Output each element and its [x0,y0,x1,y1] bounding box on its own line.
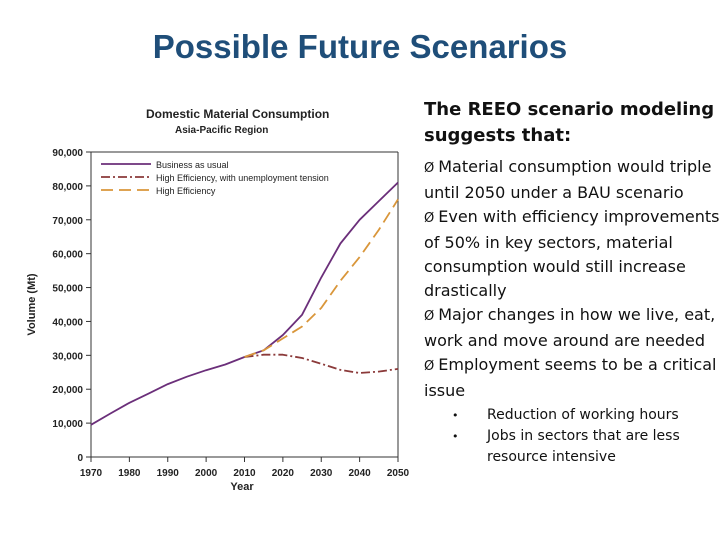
x-tick-label: 1980 [118,468,141,479]
y-tick-label: 30,000 [52,351,83,362]
y-axis-label: Volume (Mt) [26,273,38,335]
bullet-icon: • [452,430,459,443]
x-tick-label: 2000 [195,468,218,479]
intro-text: The REEO scenario modeling suggests that… [424,99,715,146]
arrow-bullet-icon: Ø [424,161,435,176]
key-point-text: Employment seems to be a critical issue [424,355,717,400]
x-tick-label: 1990 [157,468,180,479]
key-point: Ø Material consumption would triple until… [424,155,720,205]
sub-point: • Reduction of working hours [424,405,720,426]
series-line-1 [90,181,399,426]
material-consumption-chart: Domestic Material Consumption Asia-Pacifi… [26,107,410,493]
x-axis-label: Year [230,481,254,493]
key-point: Ø Even with efficiency improvements of 50… [424,205,720,303]
arrow-bullet-icon: Ø [424,359,435,374]
text-panel: The REEO scenario modeling suggests that… [424,97,720,468]
sub-points-list: • Reduction of working hours • Jobs in sect… [424,405,720,468]
bullet-icon: • [452,409,459,422]
arrow-bullet-icon: Ø [424,309,435,324]
y-tick-label: 50,000 [52,284,83,295]
x-tick-label: 2010 [233,468,256,479]
key-point: Ø Employment seems to be a critical issue [424,353,720,403]
legend-label: High Efficiency, with unemployment tensi… [156,173,329,183]
series-line-3 [244,198,399,358]
x-tick-label: 2040 [349,468,372,479]
chart-subtitle: Asia-Pacific Region [175,125,268,136]
x-tick-label: 1970 [80,468,103,479]
chart-title: Domestic Material Consumption [146,107,329,121]
y-tick-label: 90,000 [52,148,83,159]
key-points-list: Ø Material consumption would triple until… [424,155,720,403]
x-tick-label: 2030 [310,468,333,479]
series-line-2 [244,353,399,374]
x-tick-label: 2020 [272,468,295,479]
y-tick-label: 20,000 [52,385,83,396]
x-tick-label: 2050 [387,468,410,479]
legend-label: Business as usual [156,160,229,170]
key-point-text: Material consumption would triple until … [424,157,712,202]
y-tick-label: 10,000 [52,419,83,430]
y-tick-label: 80,000 [52,182,83,193]
sub-point-text: Reduction of working hours [487,407,679,423]
key-point-text: Major changes in how we live, eat, work … [424,305,716,350]
key-point-text: Even with efficiency improvements of 50%… [424,207,720,300]
y-tick-label: 40,000 [52,317,83,328]
slide-title: Possible Future Scenarios [152,28,568,65]
legend-label: High Efficiency [156,186,216,196]
y-tick-label: 0 [77,453,83,464]
sub-point-text: Jobs in sectors that are less resource i… [487,428,680,465]
sub-point: • Jobs in sectors that are less resource … [424,426,720,468]
key-point: Ø Major changes in how we live, eat, work… [424,303,720,353]
y-tick-label: 70,000 [52,216,83,227]
y-tick-label: 60,000 [52,250,83,261]
arrow-bullet-icon: Ø [424,211,435,226]
